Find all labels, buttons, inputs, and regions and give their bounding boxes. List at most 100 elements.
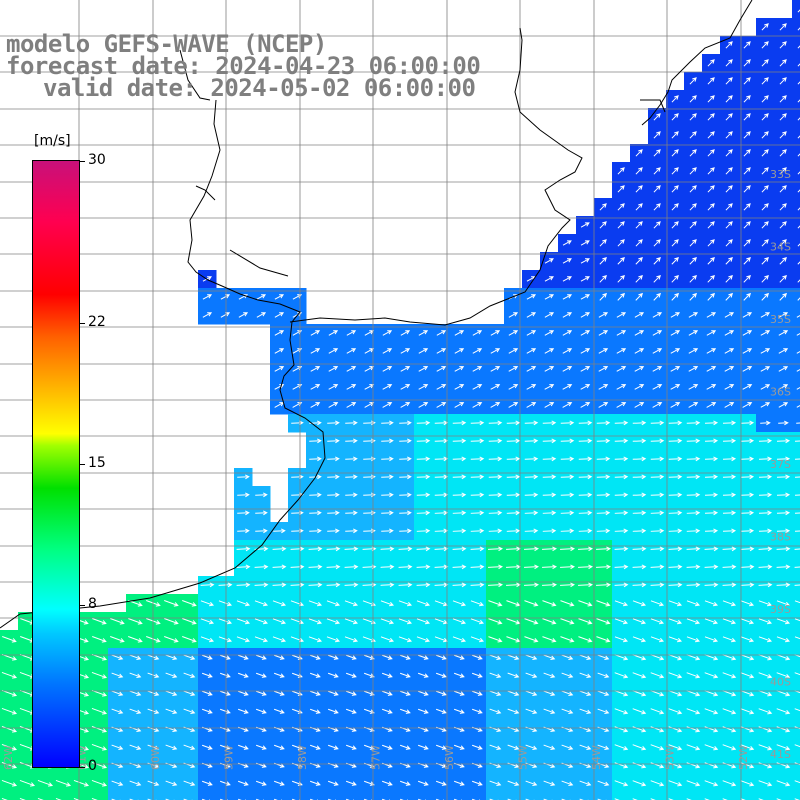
wind-arrow bbox=[470, 582, 485, 588]
wind-arrow bbox=[381, 708, 393, 714]
wind-cell bbox=[792, 108, 800, 127]
wind-cell bbox=[252, 792, 271, 800]
wind-arrow bbox=[508, 348, 519, 354]
wind-arrow bbox=[707, 256, 715, 265]
wind-arrow bbox=[309, 672, 321, 678]
wind-arrow bbox=[399, 438, 412, 444]
wind-arrow bbox=[761, 167, 769, 175]
wind-arrow bbox=[779, 59, 787, 67]
wind-arrow bbox=[202, 312, 213, 318]
wind-cell bbox=[306, 792, 325, 800]
wind-arrow bbox=[794, 636, 800, 640]
wind-arrow bbox=[436, 366, 447, 372]
wind-arrow bbox=[778, 420, 789, 426]
wind-arrow bbox=[489, 780, 502, 787]
wind-arrow bbox=[381, 528, 394, 534]
wind-cell bbox=[792, 198, 800, 217]
wind-arrow bbox=[273, 528, 286, 534]
wind-arrow bbox=[725, 149, 733, 157]
wind-arrow bbox=[273, 744, 285, 750]
wind-arrow bbox=[635, 256, 643, 265]
wind-arrow bbox=[794, 618, 800, 622]
longitude-label: 59W bbox=[223, 745, 236, 770]
wind-arrow bbox=[506, 438, 521, 444]
wind-arrow bbox=[796, 404, 800, 408]
wind-arrow bbox=[490, 348, 501, 354]
wind-arrow bbox=[526, 402, 537, 408]
wind-arrow bbox=[345, 528, 358, 534]
wind-arrow bbox=[706, 366, 717, 372]
wind-arrow bbox=[418, 348, 429, 354]
wind-arrow bbox=[488, 528, 503, 534]
wind-arrow bbox=[740, 636, 755, 643]
wind-arrow bbox=[344, 600, 359, 607]
wind-arrow bbox=[435, 654, 447, 660]
wind-arrow bbox=[635, 221, 643, 229]
wind-arrow bbox=[797, 297, 800, 301]
wind-arrow bbox=[632, 420, 647, 426]
wind-arrow bbox=[632, 600, 647, 607]
wind-arrow bbox=[236, 546, 251, 552]
wind-arrow bbox=[470, 492, 485, 498]
wind-arrow bbox=[704, 672, 719, 679]
wind-arrow bbox=[398, 546, 413, 552]
wind-arrow bbox=[400, 348, 411, 354]
wind-arrow bbox=[398, 564, 413, 570]
wind-arrow bbox=[596, 582, 611, 588]
wind-arrow bbox=[686, 456, 701, 462]
wind-cell bbox=[792, 216, 800, 235]
wind-arrow bbox=[542, 438, 557, 444]
wind-arrow bbox=[686, 492, 701, 498]
wind-arrow bbox=[274, 348, 285, 354]
wind-arrow bbox=[635, 292, 643, 301]
wind-arrow bbox=[742, 402, 753, 408]
wind-arrow bbox=[454, 402, 465, 408]
wind-arrow bbox=[381, 438, 394, 444]
wind-arrow bbox=[381, 420, 394, 426]
wind-arrow bbox=[327, 654, 339, 660]
wind-arrow bbox=[797, 153, 800, 157]
wind-arrow bbox=[274, 366, 285, 372]
wind-arrow bbox=[363, 708, 375, 714]
wind-arrow bbox=[310, 330, 321, 336]
wind-arrow bbox=[704, 798, 716, 800]
wind-arrow bbox=[524, 618, 539, 625]
river-outline bbox=[179, 49, 666, 277]
wind-arrow bbox=[742, 366, 753, 372]
wind-arrow bbox=[580, 348, 591, 354]
colorbar bbox=[32, 160, 80, 768]
wind-arrow bbox=[363, 654, 375, 660]
wind-arrow bbox=[596, 456, 611, 462]
wind-arrow bbox=[310, 384, 321, 390]
wind-arrow bbox=[689, 203, 697, 211]
wind-arrow bbox=[327, 528, 340, 534]
wind-arrow bbox=[544, 366, 555, 372]
wind-arrow bbox=[668, 420, 683, 426]
wind-arrow bbox=[380, 600, 395, 607]
wind-arrow bbox=[526, 294, 537, 300]
wind-arrow bbox=[399, 708, 411, 714]
wind-arrow bbox=[111, 744, 124, 751]
wind-arrow bbox=[544, 258, 554, 264]
wind-cell bbox=[432, 792, 451, 800]
wind-arrow bbox=[758, 582, 773, 588]
wind-arrow bbox=[434, 546, 449, 552]
wind-arrow bbox=[399, 780, 411, 786]
wind-arrow bbox=[670, 348, 681, 354]
wind-arrow bbox=[578, 510, 593, 516]
wind-arrow bbox=[506, 636, 521, 643]
wind-arrow bbox=[255, 654, 267, 660]
wind-arrow bbox=[725, 292, 733, 301]
wind-arrow bbox=[635, 185, 643, 193]
wind-arrow bbox=[797, 225, 800, 229]
wind-arrow bbox=[237, 744, 249, 750]
wind-arrow bbox=[614, 420, 629, 426]
wind-arrow bbox=[652, 402, 663, 408]
wind-arrow bbox=[653, 274, 661, 283]
wind-cell bbox=[342, 792, 361, 800]
wind-arrow bbox=[255, 510, 268, 516]
wind-arrow bbox=[794, 566, 800, 568]
wind-arrow bbox=[743, 185, 751, 193]
wind-arrow bbox=[632, 726, 647, 733]
wind-arrow bbox=[579, 744, 592, 751]
